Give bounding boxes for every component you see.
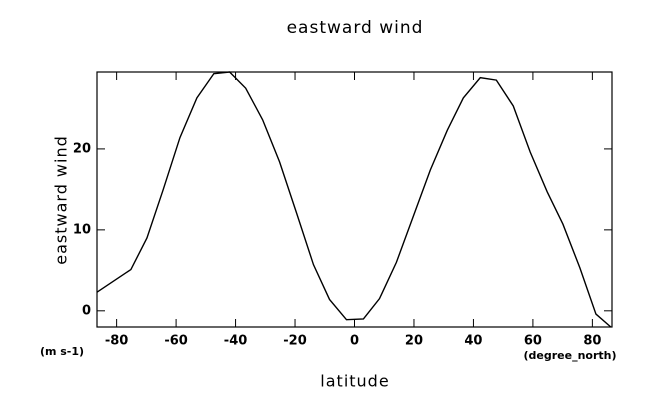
x-tick-label: -40 bbox=[224, 334, 248, 349]
x-tick-label: 60 bbox=[524, 334, 542, 349]
x-tick-label: 40 bbox=[464, 334, 482, 349]
y-axis-label: eastward wind bbox=[52, 135, 71, 265]
x-tick-label: 0 bbox=[350, 334, 359, 349]
series-line bbox=[96, 71, 612, 328]
x-axis-label: latitude bbox=[320, 372, 389, 391]
x-tick-label: 20 bbox=[405, 334, 423, 349]
x-tick-label: -60 bbox=[164, 334, 188, 349]
y-tick-label: 0 bbox=[82, 303, 91, 318]
x-unit: (degree_north) bbox=[523, 349, 616, 362]
y-tick-label: 10 bbox=[73, 222, 91, 237]
chart-title: eastward wind bbox=[287, 18, 424, 38]
x-tick-label: -20 bbox=[283, 334, 307, 349]
y-tick-label: 20 bbox=[73, 141, 91, 156]
y-unit: (m s-1) bbox=[40, 345, 84, 358]
x-tick-label: -80 bbox=[105, 334, 129, 349]
plot-frame bbox=[96, 71, 613, 328]
x-tick-label: 80 bbox=[583, 334, 601, 349]
